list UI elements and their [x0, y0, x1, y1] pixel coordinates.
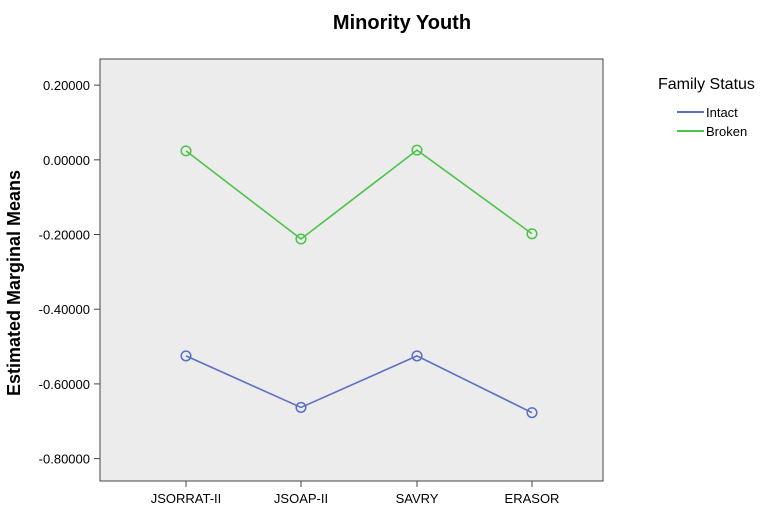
- series-line-intact: [185, 355, 533, 414]
- y-tick-label: -0.80000: [39, 452, 90, 467]
- data-point-intact: [526, 407, 538, 419]
- data-point-broken: [526, 228, 538, 240]
- x-axis: JSORRAT-II JSOAP-II SAVRY ERASOR: [151, 481, 560, 506]
- y-tick-label: 0.00000: [43, 153, 90, 168]
- data-point-intact: [411, 350, 423, 362]
- plot-area: [99, 58, 604, 482]
- x-tick-label: SAVRY: [396, 491, 439, 506]
- y-tick-label: 0.20000: [43, 78, 90, 93]
- y-tick-label: -0.20000: [39, 228, 90, 243]
- series-points: [180, 144, 538, 419]
- x-tick-label: ERASOR: [505, 491, 560, 506]
- series-line-broken: [185, 149, 533, 241]
- x-tick-label: JSOAP-II: [274, 491, 328, 506]
- legend-title: Family Status: [658, 76, 755, 93]
- x-tick-label: JSORRAT-II: [151, 491, 222, 506]
- data-point-broken: [295, 233, 307, 245]
- data-point-broken: [411, 144, 423, 156]
- legend-label-intact: Intact: [706, 105, 738, 120]
- data-point-intact: [295, 401, 307, 413]
- legend-label-broken: Broken: [706, 124, 747, 139]
- chart-title: Minority Youth: [333, 12, 471, 34]
- data-point-broken: [180, 145, 192, 157]
- legend: Intact Broken: [677, 105, 747, 139]
- series-lines: [185, 149, 533, 414]
- y-tick-label: -0.60000: [39, 377, 90, 392]
- y-axis-label: Estimated Marginal Means: [4, 170, 24, 396]
- data-point-intact: [180, 350, 192, 362]
- y-tick-label: -0.40000: [39, 302, 90, 317]
- y-axis: 0.20000 0.00000 -0.20000 -0.40000 -0.60000 -0…: [39, 78, 100, 467]
